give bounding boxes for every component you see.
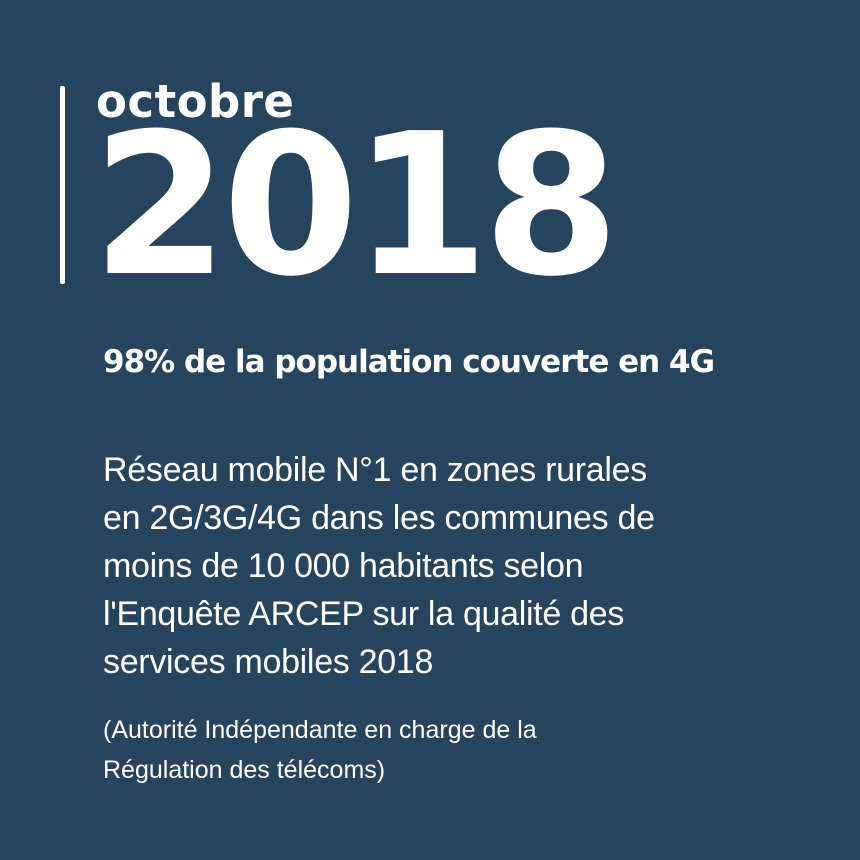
footnote: (Autorité Indépendante en charge de la R… — [103, 710, 537, 790]
body-line: l'Enquête ARCEP sur la qualité des — [103, 595, 625, 633]
body-line: moins de 10 000 habitants selon — [103, 547, 584, 585]
footnote-line: (Autorité Indépendante en charge de la — [103, 716, 537, 744]
year-label: 2018 — [92, 92, 620, 320]
body-line: services mobiles 2018 — [103, 643, 434, 681]
footnote-line: Régulation des télécoms) — [103, 756, 386, 784]
body-line: Réseau mobile N°1 en zones rurales — [103, 451, 647, 489]
headline: 98% de la population couverte en 4G — [103, 344, 715, 380]
body-text: Réseau mobile N°1 en zones rurales en 2G… — [103, 446, 783, 686]
accent-bar — [60, 86, 65, 284]
month-label: octobre — [96, 75, 295, 128]
body-line: en 2G/3G/4G dans les communes de — [103, 499, 655, 537]
